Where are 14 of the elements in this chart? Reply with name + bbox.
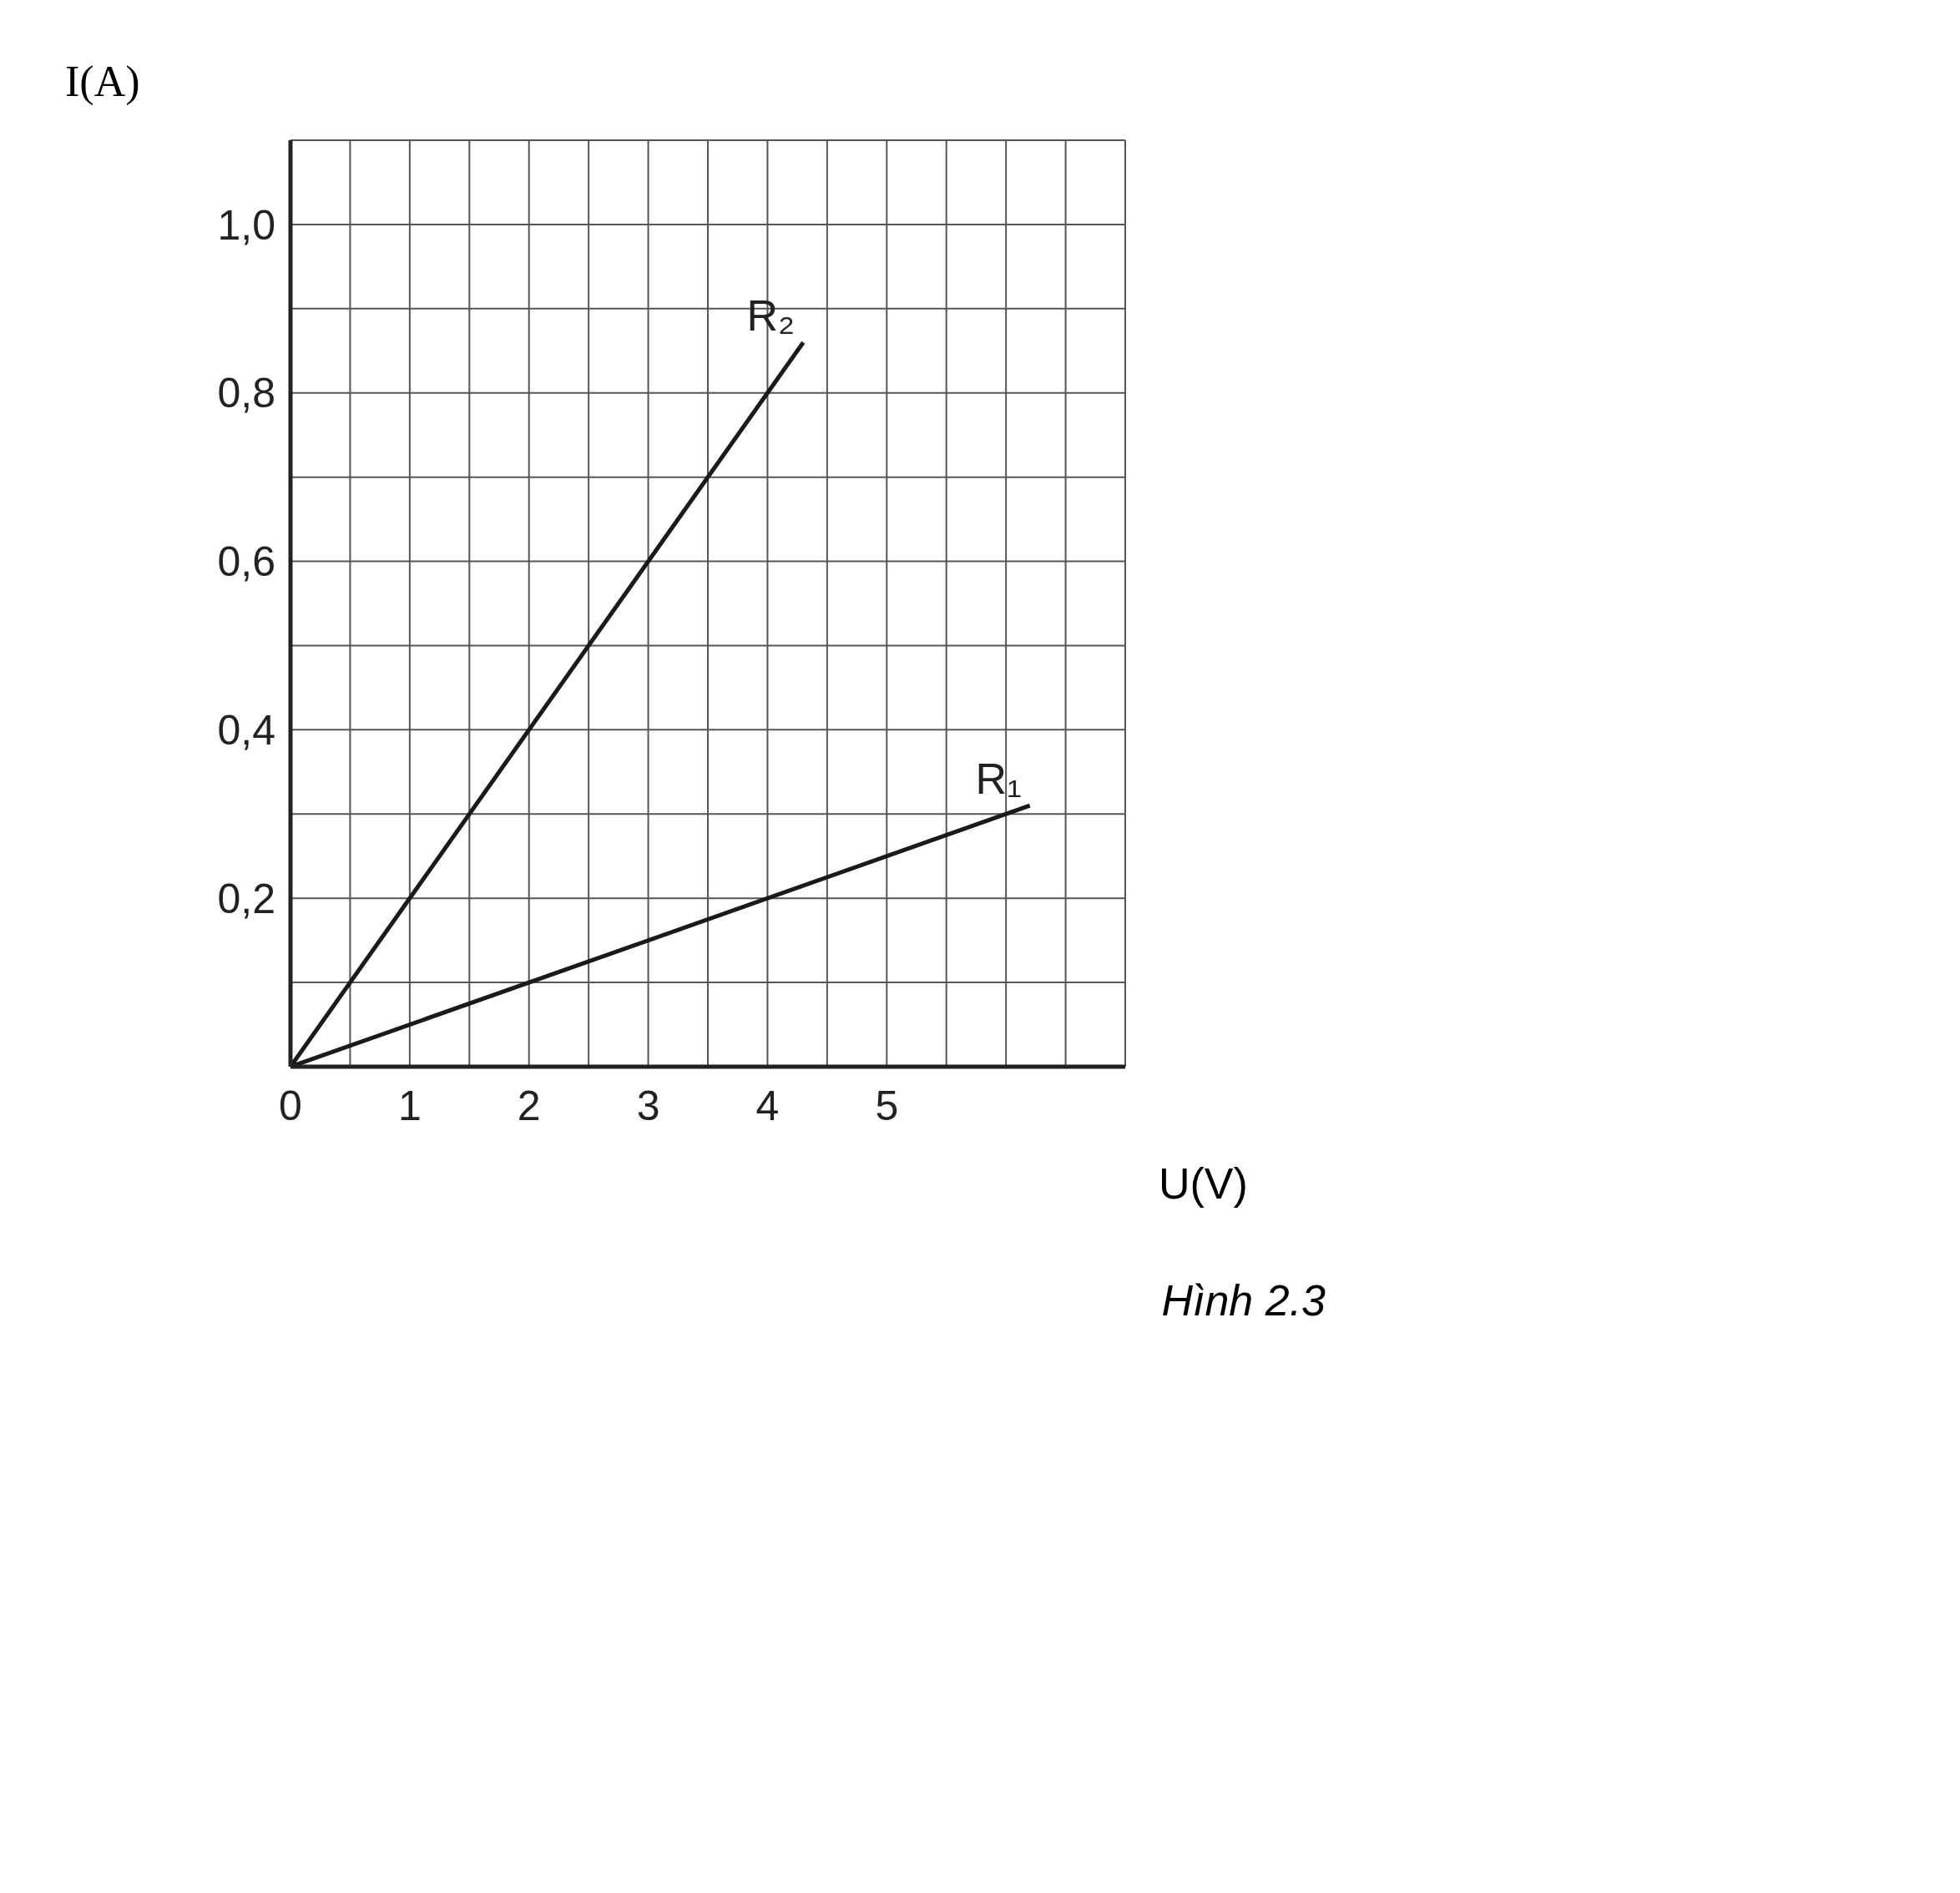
y-tick-label: 1,0 (217, 201, 275, 249)
x-tick-label: 3 (636, 1082, 660, 1129)
x-tick-label: 1 (397, 1082, 422, 1129)
y-tick-label: 0,4 (217, 707, 275, 755)
y-axis-title: I(A) (65, 57, 140, 106)
y-tick-label: 0,2 (217, 875, 275, 922)
x-tick-label: 5 (875, 1082, 899, 1129)
x-tick-label: 0 (279, 1082, 302, 1129)
y-tick-label: 0,6 (217, 538, 275, 586)
x-axis-title: U(V) (1159, 1159, 1248, 1209)
y-tick-label: 0,8 (217, 370, 275, 417)
x-tick-label: 4 (755, 1082, 780, 1129)
x-tick-label: 2 (517, 1082, 541, 1129)
text: Hình 2.3 (1161, 1275, 1326, 1325)
